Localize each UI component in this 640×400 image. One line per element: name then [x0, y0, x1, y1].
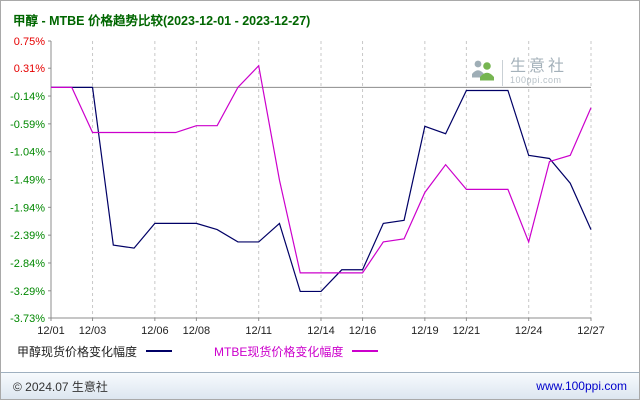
series-line-mtbe — [51, 64, 592, 274]
x-tick-label: 12/11 — [245, 325, 272, 337]
x-tick-label: 12/16 — [349, 325, 377, 337]
legend-label-mtbe: MTBE现货价格变化幅度 — [214, 344, 344, 359]
legend-item-mtbe: MTBE现货价格变化幅度 — [214, 343, 379, 360]
x-tick-label: 12/01 — [37, 325, 65, 337]
x-tick-label: 12/03 — [79, 325, 107, 337]
y-tick-label: 0.31% — [14, 63, 45, 75]
x-tick-label: 12/14 — [307, 325, 335, 337]
series-line-methanol — [51, 86, 592, 293]
site-link[interactable]: www.100ppi.com — [536, 379, 627, 393]
legend-label-methanol: 甲醇现货价格变化幅度 — [17, 344, 138, 359]
y-tick-label: -2.39% — [10, 230, 45, 242]
y-tick-label: -1.49% — [10, 175, 45, 187]
y-tick-label: -0.14% — [10, 91, 45, 103]
legend-line-sample-methanol — [146, 350, 173, 352]
legend-item-methanol: 甲醇现货价格变化幅度 — [17, 343, 173, 360]
footer-bar: © 2024.07 生意社 www.100ppi.com — [1, 372, 639, 399]
y-tick-label: -2.84% — [10, 258, 45, 270]
price-trend-chart: 12/01 12/03 12/06 12/08 12/11 12/14 12/16 12/19… — [10, 36, 605, 337]
y-tick-label: 0.75% — [14, 36, 45, 48]
legend-line-sample-mtbe — [352, 350, 379, 352]
y-tick-label: -1.04% — [10, 147, 45, 159]
y-tick-label: -3.29% — [10, 286, 45, 298]
x-tick-label: 12/08 — [183, 325, 211, 337]
x-tick-label: 12/24 — [515, 325, 543, 337]
x-tick-label: 12/21 — [453, 325, 481, 337]
x-tick-label: 12/27 — [577, 325, 605, 337]
y-tick-label: -1.94% — [10, 202, 45, 214]
x-tick-label: 12/06 — [141, 325, 169, 337]
chart-title: 甲醇 - MTBE 价格趋势比较(2023-12-01 - 2023-12-27… — [13, 14, 311, 28]
y-tick-label: -3.73% — [10, 313, 45, 325]
y-tick-label: -0.59% — [10, 119, 45, 131]
x-tick-label: 12/19 — [411, 325, 439, 337]
copyright-text: © 2024.07 生意社 — [13, 379, 108, 394]
legend: 甲醇现货价格变化幅度 MTBE现货价格变化幅度 — [1, 339, 639, 363]
